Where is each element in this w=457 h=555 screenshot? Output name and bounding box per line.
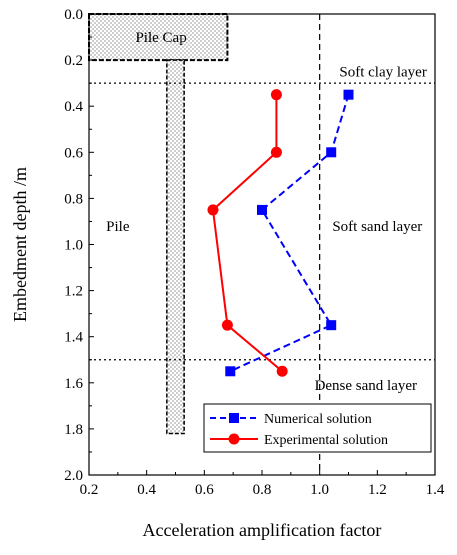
data-point-numerical [225,366,236,377]
data-point-numerical [326,320,337,331]
data-point-experimental [270,89,282,101]
x-tick-label: 0.2 [80,482,99,498]
y-tick-label: 0.4 [64,99,83,115]
y-tick-label: 0.0 [64,7,83,23]
y-tick-label: 1.6 [64,376,83,392]
y-tick-label: 0.2 [64,53,83,69]
dense-sand-layer-label: Dense sand layer [315,378,417,394]
data-point-experimental [270,146,282,158]
series-line-1 [211,94,283,373]
data-point-experimental [221,319,233,331]
x-axis-title: Acceleration amplification factor [143,520,382,540]
y-tick-label: 1.8 [64,422,83,438]
legend-marker-1 [228,433,240,445]
y-tick-label: 1.2 [64,284,83,300]
pile-cap-label: Pile Cap [135,30,186,46]
data-point-experimental [207,204,219,216]
y-tick-label: 1.0 [64,238,83,254]
x-tick-label: 1.4 [426,482,445,498]
y-tick-label: 1.4 [64,330,83,346]
x-tick-label: 1.2 [368,482,387,498]
legend-label-0: Numerical solution [264,412,372,427]
data-point-numerical [343,89,354,100]
data-point-numerical [257,204,267,215]
pile-label: Pile [106,219,130,235]
x-tick-label: 0.6 [195,482,214,498]
legend-label-1: Experimental solution [264,433,388,448]
y-axis-title: Embedment depth /m [10,167,30,322]
x-tick-label: 0.4 [137,482,156,498]
soft-clay-layer-label: Soft clay layer [339,65,426,81]
legend-box [203,403,432,453]
data-point-experimental [276,365,288,377]
series-line-0 [229,94,350,373]
x-tick-label: 1.0 [310,482,329,498]
soft-sand-layer-label: Soft sand layer [332,219,422,235]
legend-marker-0 [229,413,239,423]
legend: Numerical solution Experimental solution [203,403,432,453]
y-tick-label: 0.6 [64,145,83,161]
y-tick-label: 0.8 [64,191,83,207]
y-tick-label: 2.0 [64,468,83,484]
pile [166,59,185,435]
x-tick-label: 0.8 [253,482,272,498]
data-point-numerical [326,147,337,158]
